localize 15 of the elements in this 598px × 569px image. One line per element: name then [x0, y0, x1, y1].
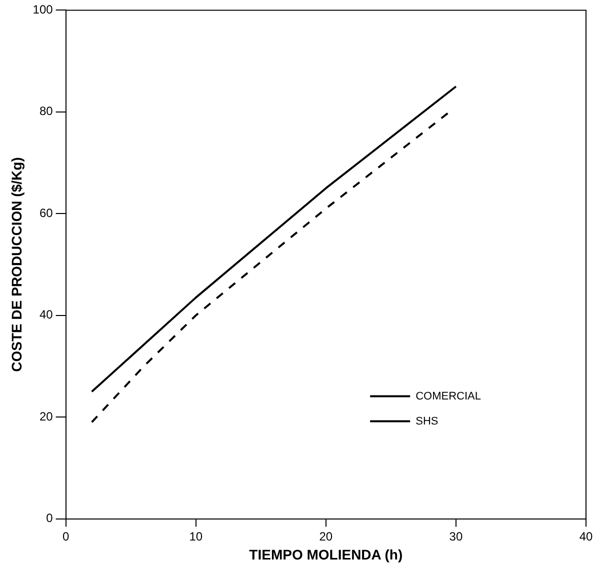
x-tick-label: 30	[449, 529, 463, 544]
y-tick-label: 60	[39, 206, 54, 220]
y-axis-title: COSTE DE PRODUCCION ($/Kg)	[8, 157, 24, 372]
y-tick-label: 80	[39, 104, 54, 118]
x-tick-label: 10	[189, 529, 203, 544]
x-tick-label: 0	[62, 529, 70, 544]
y-tick-label: 20	[39, 409, 54, 424]
x-tick-label: 40	[579, 529, 593, 544]
x-tick-label: 20	[319, 529, 333, 544]
y-tick-label: 40	[39, 308, 54, 322]
y-tick-label: 100	[32, 2, 54, 17]
legend-label: SHS	[416, 415, 438, 428]
x-axis-title: TIEMPO MOLIENDA (h)	[249, 546, 403, 562]
legend-label: COMERCIAL	[416, 390, 482, 402]
y-tick-label: 0	[46, 511, 54, 526]
